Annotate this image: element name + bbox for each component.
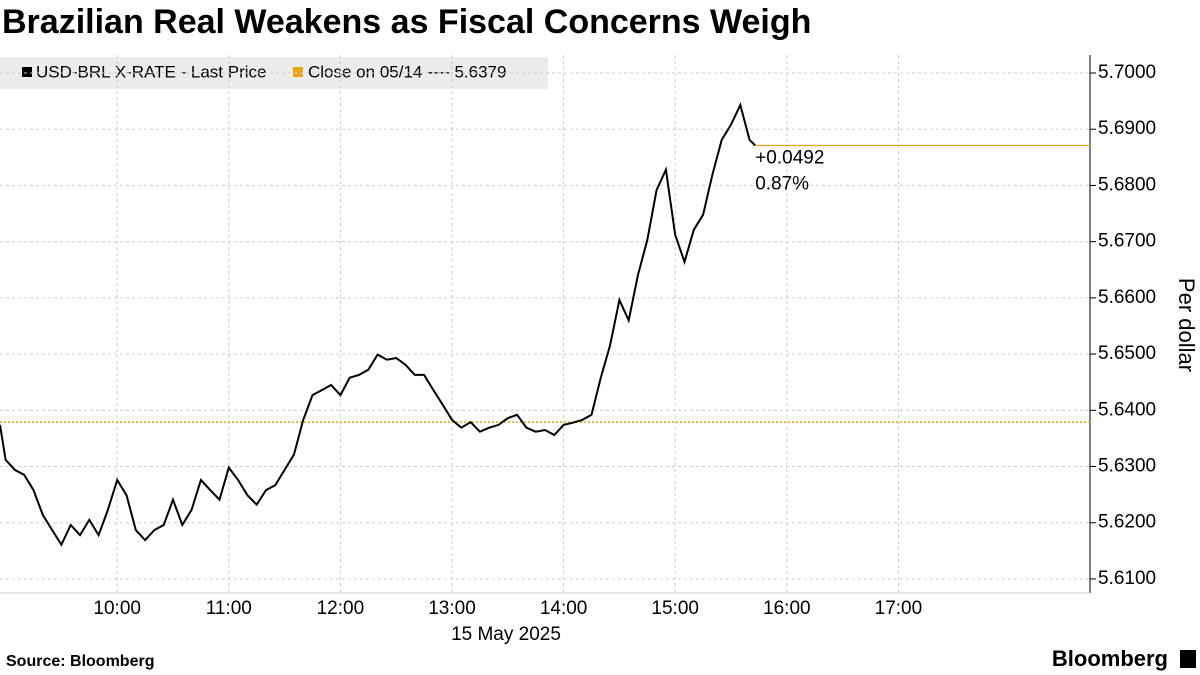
legend-swatch — [22, 67, 32, 77]
y-tick-label: 5.6400 — [1098, 399, 1156, 420]
y-tick-label: 5.6100 — [1098, 568, 1156, 589]
legend-label: USD-BRL X-RATE - Last Price — [36, 62, 267, 81]
y-tick-label: 5.6300 — [1098, 456, 1156, 477]
x-tick-label: 13:00 — [428, 598, 476, 619]
y-tick-label: 5.6800 — [1098, 174, 1156, 195]
change-label: 0.87% — [755, 174, 809, 195]
x-tick-label: 14:00 — [540, 598, 588, 619]
y-tick-label: 5.6900 — [1098, 118, 1156, 139]
chart-title: Brazilian Real Weakens as Fiscal Concern… — [2, 3, 811, 41]
y-tick-label: 5.7000 — [1098, 62, 1156, 83]
price-line — [0, 102, 756, 547]
source: Source: Bloomberg — [6, 653, 154, 670]
legend-swatch — [293, 67, 303, 77]
change-label: +0.0492 — [755, 148, 824, 169]
x-tick-label: 12:00 — [317, 598, 365, 619]
y-tick-label: 5.6200 — [1098, 512, 1156, 533]
brand-icon — [1180, 650, 1196, 668]
x-tick-label: 10:00 — [93, 598, 141, 619]
x-caption: 15 May 2025 — [451, 624, 561, 645]
brand: Bloomberg — [1052, 646, 1168, 671]
x-tick-label: 11:00 — [206, 598, 252, 619]
x-tick-label: 16:00 — [763, 598, 811, 619]
y-tick-label: 5.6500 — [1098, 343, 1156, 364]
y-tick-label: 5.6600 — [1098, 287, 1156, 308]
y-tick-label: 5.6700 — [1098, 231, 1156, 252]
legend-label: Close on 05/14 ---- 5.6379 — [308, 62, 506, 81]
x-tick-label: 15:00 — [651, 598, 699, 619]
x-tick-label: 17:00 — [875, 598, 923, 619]
y-axis-label: Per dollar — [1174, 278, 1199, 372]
